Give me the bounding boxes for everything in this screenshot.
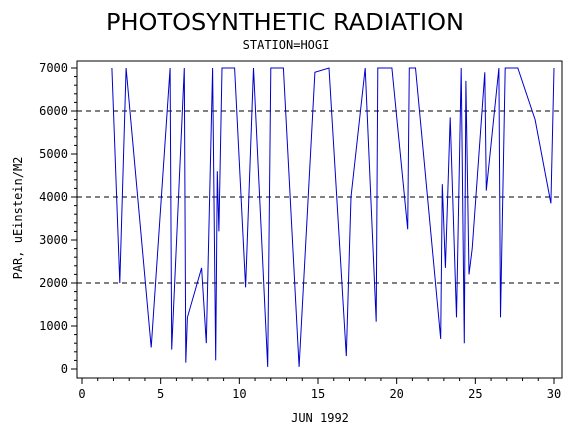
chart-subtitle: STATION=HOGI [243, 38, 330, 52]
axes [71, 60, 563, 384]
y-tick-label: 7000 [39, 61, 68, 75]
par-series-line [111, 67, 555, 367]
x-tick-label: 0 [78, 387, 85, 401]
y-tick-label: 0 [61, 362, 68, 376]
x-axis-label: JUN 1992 [291, 411, 349, 425]
x-tick-label: 20 [389, 387, 403, 401]
y-tick-label: 1000 [39, 319, 68, 333]
tick-labels: 0 1000 2000 3000 4000 5000 6000 7000 0 5 10 15 20 25 3… [39, 61, 561, 401]
y-tick-label: 2000 [39, 276, 68, 290]
plot-frame [76, 60, 563, 379]
series-layer [111, 67, 555, 367]
y-tick-label: 4000 [39, 190, 68, 204]
x-tick-label: 30 [547, 387, 561, 401]
x-tick-label: 5 [157, 387, 164, 401]
x-tick-label: 25 [468, 387, 482, 401]
chart-title: PHOTOSYNTHETIC RADIATION [106, 10, 464, 36]
y-tick-label: 5000 [39, 147, 68, 161]
reference-lines [77, 110, 562, 284]
x-tick-label: 10 [232, 387, 246, 401]
x-tick-label: 15 [311, 387, 325, 401]
y-axis-label: PAR, uEinstein/M2 [11, 157, 25, 280]
y-tick-label: 3000 [39, 233, 68, 247]
y-tick-label: 6000 [39, 104, 68, 118]
